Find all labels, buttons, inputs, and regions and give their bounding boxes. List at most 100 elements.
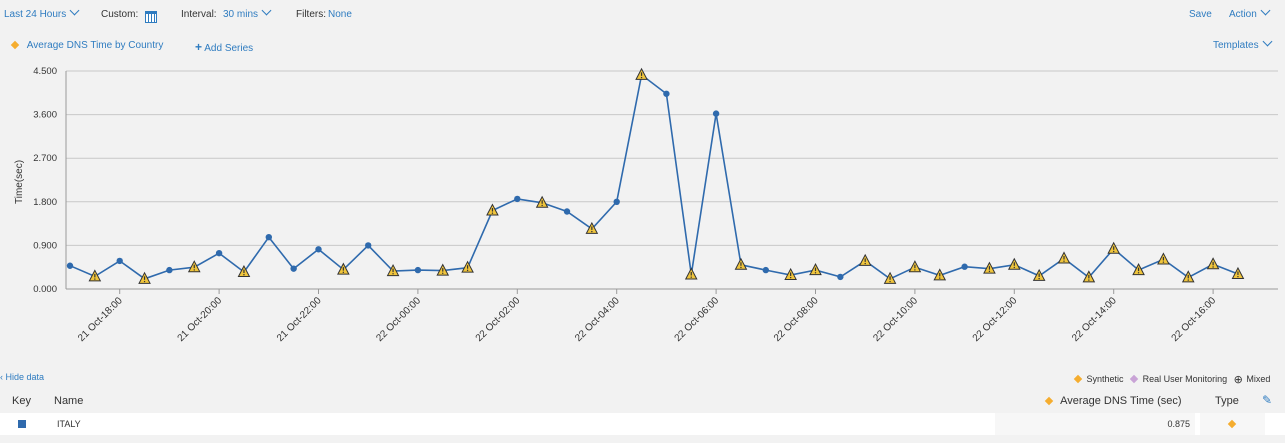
warning-icon bbox=[784, 267, 797, 280]
add-series-button[interactable]: + Add Series bbox=[195, 40, 253, 54]
data-point bbox=[315, 246, 322, 253]
x-tick-label: 22 Oct-10:00 bbox=[871, 295, 920, 344]
warning-icon bbox=[1107, 241, 1121, 254]
data-point bbox=[837, 273, 844, 281]
y-tick-label: 2.700 bbox=[33, 153, 57, 164]
calendar-button[interactable] bbox=[145, 10, 157, 25]
data-point bbox=[290, 265, 297, 272]
warning-icon bbox=[187, 260, 201, 273]
toolbar: Last 24 Hours Custom: Interval: 30 mins … bbox=[0, 0, 1285, 30]
chevron-down-icon bbox=[1260, 5, 1271, 16]
warning-icon bbox=[883, 271, 897, 284]
series-selector[interactable]: Average DNS Time by Country bbox=[10, 40, 164, 51]
warning-dot bbox=[491, 212, 494, 214]
chevron-down-icon bbox=[1262, 36, 1273, 47]
col-name[interactable]: Name bbox=[54, 395, 84, 407]
warning-dot bbox=[1162, 261, 1165, 263]
data-point bbox=[116, 257, 123, 265]
templates-label: Templates bbox=[1213, 40, 1259, 51]
series-line-italy bbox=[69, 73, 1239, 280]
warning-icon bbox=[486, 203, 499, 216]
series-markers bbox=[66, 67, 1245, 284]
warning-icon bbox=[535, 195, 549, 208]
warning-icon bbox=[88, 269, 102, 282]
y-tick-label: 1.800 bbox=[33, 197, 57, 208]
filters-link[interactable]: None bbox=[328, 9, 352, 20]
warning-icon bbox=[1157, 252, 1170, 265]
y-tick-label: 4.500 bbox=[33, 66, 57, 77]
warning-dot bbox=[1137, 272, 1140, 274]
warning-icon bbox=[585, 221, 599, 234]
data-point bbox=[365, 242, 372, 249]
row-value: 0.875 bbox=[1167, 419, 1190, 429]
row-name: ITALY bbox=[57, 419, 81, 429]
warning-dot bbox=[392, 273, 394, 275]
warning-icon bbox=[1132, 263, 1145, 276]
timeframe-dropdown[interactable]: Last 24 Hours bbox=[4, 5, 80, 20]
warning-dot bbox=[1113, 250, 1115, 253]
action-label: Action bbox=[1229, 9, 1257, 20]
y-tick-label: 0.000 bbox=[33, 284, 57, 295]
save-button[interactable]: Save bbox=[1189, 9, 1212, 20]
y-tick-label: 3.600 bbox=[33, 110, 57, 121]
warning-dot bbox=[94, 278, 96, 280]
warning-dot bbox=[541, 204, 543, 207]
data-point bbox=[414, 266, 422, 274]
series-name: Average DNS Time by Country bbox=[26, 40, 164, 51]
x-tick-label: 22 Oct-00:00 bbox=[374, 295, 423, 344]
line-chart: 0.000 0.900 1.800 2.700 3.600 4.500 Time(sec)… bbox=[14, 66, 1278, 344]
rum-diamond-icon bbox=[1129, 374, 1139, 384]
warning-icon bbox=[983, 261, 996, 274]
data-point bbox=[762, 266, 769, 274]
y-axis-ticks: 0.000 0.900 1.800 2.700 3.600 4.500 bbox=[33, 66, 57, 295]
warning-icon bbox=[1082, 270, 1096, 283]
warning-dot bbox=[1088, 279, 1090, 281]
hide-data-link[interactable]: ‹ Hide data bbox=[0, 372, 44, 382]
warning-icon bbox=[461, 260, 474, 273]
warning-dot bbox=[143, 280, 146, 283]
y-axis-label: Time(sec) bbox=[14, 160, 25, 204]
warning-icon bbox=[237, 264, 251, 278]
warning-dot bbox=[864, 262, 866, 265]
synthetic-diamond-icon bbox=[1073, 374, 1083, 384]
filters-label: Filters: bbox=[296, 9, 326, 20]
warning-icon bbox=[933, 268, 947, 281]
data-point bbox=[66, 262, 74, 269]
timeframe-label: Last 24 Hours bbox=[4, 9, 67, 20]
templates-dropdown[interactable]: Templates bbox=[1213, 36, 1273, 51]
x-tick-label: 22 Oct-16:00 bbox=[1170, 295, 1219, 344]
col-type[interactable]: Type bbox=[1215, 395, 1239, 407]
warning-dot bbox=[640, 76, 643, 79]
interval-dropdown[interactable]: 30 mins bbox=[223, 5, 272, 20]
warning-dot bbox=[1013, 266, 1015, 269]
warning-icon bbox=[386, 263, 400, 277]
warning-icon bbox=[1231, 266, 1245, 279]
col-key: Key bbox=[12, 395, 31, 407]
data-point bbox=[563, 208, 571, 215]
action-dropdown[interactable]: Action bbox=[1229, 5, 1271, 20]
warning-dot bbox=[1212, 266, 1214, 268]
data-point bbox=[265, 233, 272, 241]
col-metric[interactable]: Average DNS Time (sec) bbox=[1044, 395, 1182, 407]
warning-dot bbox=[1187, 279, 1189, 281]
edit-columns-icon[interactable]: ✎ bbox=[1262, 393, 1273, 407]
legend-rum: Real User Monitoring bbox=[1142, 374, 1228, 384]
data-table-header: Key Name Average DNS Time (sec) Type ✎ bbox=[0, 390, 1285, 410]
warning-icon bbox=[1181, 270, 1195, 283]
table-row[interactable]: ITALY 0.875 bbox=[0, 413, 1285, 435]
data-point bbox=[514, 195, 521, 203]
x-tick-label: 22 Oct-02:00 bbox=[474, 295, 523, 344]
warning-dot bbox=[591, 230, 593, 233]
x-tick-label: 22 Oct-12:00 bbox=[971, 295, 1020, 344]
synthetic-diamond-icon bbox=[1044, 396, 1054, 406]
series-color-key bbox=[18, 420, 26, 428]
warning-icon bbox=[635, 67, 648, 80]
data-point bbox=[961, 263, 968, 270]
warning-dot bbox=[988, 270, 991, 273]
hide-data-label: Hide data bbox=[5, 372, 45, 382]
synthetic-diamond-icon bbox=[10, 40, 20, 50]
y-tick-label: 0.900 bbox=[33, 240, 57, 251]
warning-dot bbox=[1038, 277, 1040, 280]
type-legend: Synthetic Real User Monitoring ⊕ Mixed bbox=[1073, 372, 1270, 386]
warning-dot bbox=[914, 269, 916, 271]
